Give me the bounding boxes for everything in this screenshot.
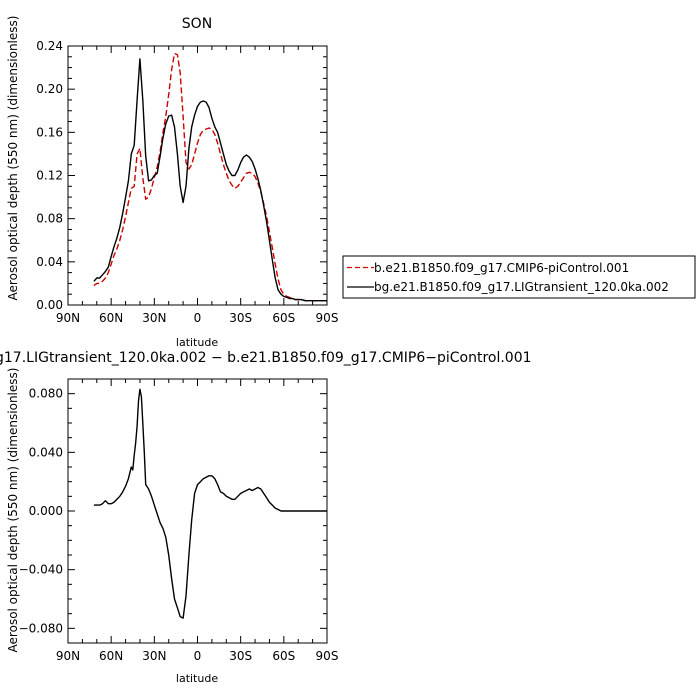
legend-entry-transient: bg.e21.B1850.f09_g17.LIGtransient_120.0k… (374, 280, 669, 294)
top-y-tick-label: 0.20 (36, 82, 63, 96)
top-plot-area: 90N 60N 30N 0 30S 60S 90S 0.00 0.04 0.08 0.12 0.16 0… (36, 39, 338, 325)
top-series-line-1 (93, 58, 327, 302)
bottom-x-tick-label: 30S (229, 649, 252, 663)
top-series-line-0 (93, 52, 327, 302)
top-y-tick-label: 0.12 (36, 169, 63, 183)
top-y-tick-label: 0.08 (36, 212, 63, 226)
bottom-x-tick-label: 60N (99, 649, 123, 663)
bottom-x-tick-label: 0 (194, 649, 202, 663)
bottom-y-tick-label: −0.080 (19, 621, 63, 635)
bottom-panel-y-axis-label: Aerosol optical depth (550 nm) (dimensio… (6, 368, 20, 653)
bottom-plot-area: 90N 60N 30N 0 30S 60S 90S −0.080 −0.040 0.000 0.04… (19, 378, 339, 663)
top-panel: SON Aerosol optical depth (550 nm) (dime… (6, 16, 338, 349)
bottom-panel-title: bg.e21.B1850.f09_g17.LIGtransient_120.0k… (0, 350, 532, 366)
bottom-panel: bg.e21.B1850.f09_g17.LIGtransient_120.0k… (0, 350, 532, 685)
bottom-panel-x-axis-label: latitude (176, 672, 218, 685)
legend: b.e21.B1850.f09_g17.CMIP6-piControl.001 … (342, 255, 696, 299)
top-panel-x-axis-label: latitude (176, 336, 218, 349)
top-x-tick-label: 60N (99, 311, 123, 325)
bottom-x-tick-label: 60S (272, 649, 295, 663)
top-x-tick-label: 90S (316, 311, 339, 325)
bottom-y-tick-label: 0.040 (29, 445, 63, 459)
legend-box (342, 255, 696, 299)
top-x-tick-label: 0 (194, 311, 202, 325)
top-y-tick-label: 0.16 (36, 125, 63, 139)
top-x-tick-label: 60S (272, 311, 295, 325)
bottom-x-tick-label: 90S (316, 649, 339, 663)
top-panel-y-axis-label: Aerosol optical depth (550 nm) (dimensio… (6, 16, 20, 301)
top-y-tick-label: 0.00 (36, 298, 63, 312)
top-panel-title: SON (182, 16, 212, 32)
bottom-x-tick-label: 30N (142, 649, 166, 663)
bottom-series-line-0 (93, 388, 327, 619)
top-y-tick-label: 0.04 (36, 255, 63, 269)
bottom-y-tick-label: 0.080 (29, 387, 63, 401)
top-x-tick-label: 90N (56, 311, 80, 325)
top-x-tick-label: 30S (229, 311, 252, 325)
bottom-y-tick-label: −0.040 (19, 563, 63, 577)
top-x-tick-label: 30N (142, 311, 166, 325)
legend-entry-control: b.e21.B1850.f09_g17.CMIP6-piControl.001 (374, 261, 629, 275)
top-plot-frame (67, 45, 328, 306)
bottom-x-tick-label: 90N (56, 649, 80, 663)
top-y-tick-label: 0.24 (36, 39, 63, 53)
bottom-y-tick-label: 0.000 (29, 504, 63, 518)
